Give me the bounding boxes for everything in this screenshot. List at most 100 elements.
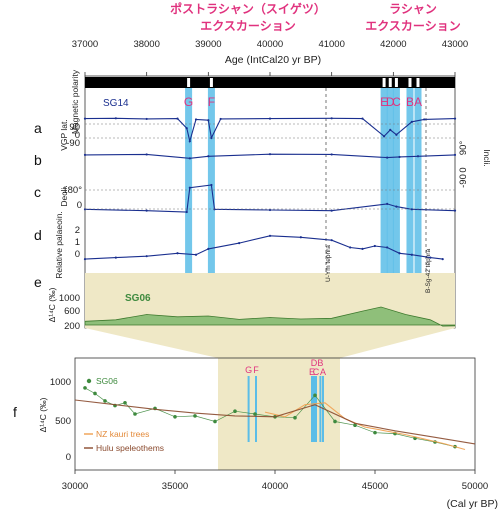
polarity-gaps (187, 78, 420, 87)
series-point (395, 205, 398, 208)
event-letter-b: B (406, 95, 414, 109)
event-letter-f: F (208, 95, 215, 109)
event-letter-a: A (414, 95, 422, 109)
series-point (361, 247, 364, 251)
top-tick-label: 41000 (318, 39, 344, 50)
series-point (145, 153, 148, 156)
series-point (83, 153, 87, 156)
series-point (395, 133, 398, 136)
f-sg06-point (133, 412, 137, 416)
series-point (145, 255, 148, 258)
e-axis-label: Δ¹⁴C (‰) (47, 287, 57, 322)
series-point (210, 136, 213, 140)
f-sg06-point (123, 401, 127, 405)
event-bar-c (392, 88, 400, 320)
series-decli- (84, 184, 456, 213)
incli-axis-label: Incli. (482, 149, 492, 166)
event-bar-g (185, 88, 193, 320)
f-sg06-point (333, 419, 337, 424)
rel-tick-0: 0 (75, 249, 80, 260)
f-axis-label: Δ¹⁴C (‰) (38, 397, 48, 432)
upper-series (83, 117, 457, 261)
series-point (349, 246, 352, 249)
polarity-gap-g (187, 78, 191, 87)
series-point (145, 209, 148, 212)
incli-tick-90: 90° (458, 141, 469, 156)
f-event-bar-g (247, 376, 250, 442)
bsg-tephra-label: B-Sg-42 tephra (425, 249, 432, 293)
title-post-laschamp-2: エクスカーション (200, 19, 295, 33)
panel-label-b: b (34, 152, 42, 168)
f-event-bar-d (313, 376, 315, 442)
series-point (398, 155, 401, 159)
series-point (416, 155, 420, 158)
sg14-label: SG14 (103, 98, 129, 109)
legend-sg06-marker (86, 378, 92, 384)
e-tick-600: 600 (64, 306, 80, 317)
series-point (268, 153, 272, 156)
rel-axis-label: Relative palaeoin. (54, 211, 64, 279)
top-tick-label: 40000 (257, 39, 283, 50)
series-point (410, 120, 413, 123)
event-letters: G F EDC B A (184, 95, 422, 109)
event-letter-d: D (386, 95, 395, 109)
f-sg06-point (83, 386, 87, 390)
f-sg06-point (103, 399, 107, 403)
title-laschamp-2: エクスカーション (365, 19, 460, 33)
e-tick-200: 200 (64, 321, 80, 332)
series-point (453, 153, 457, 156)
series-point (188, 157, 191, 160)
series-point (238, 241, 241, 245)
sg06-label: SG06 (125, 293, 151, 304)
legend-hulu: Hulu speleothems (96, 443, 164, 453)
f-sg06-point (253, 412, 257, 416)
f-event-bar-b (319, 376, 322, 442)
series-point (386, 246, 389, 249)
f-x-ticks: 30000 35000 40000 45000 50000 (62, 470, 488, 492)
f-series-hulu-speleothems (74, 399, 476, 445)
f-x-tick-label: 35000 (162, 481, 188, 492)
f-event-letter-g: G (245, 365, 252, 375)
e-tick-1000: 1000 (59, 293, 80, 304)
event-bar-f (207, 88, 215, 320)
f-event-letter-a: A (320, 367, 326, 377)
decli-axis-label: Decli. (59, 185, 69, 206)
f-sg06-point (313, 393, 317, 398)
sg06-area (84, 306, 456, 327)
f-series (74, 386, 476, 451)
f-event-bar-f (255, 376, 257, 442)
series-point (389, 128, 392, 131)
top-tick-label: 39000 (195, 39, 221, 50)
vgp-tick-90: 90 (69, 122, 80, 133)
title-laschamp-1: ラシャン (389, 2, 437, 16)
series-point (382, 135, 386, 138)
panel-label-f: f (13, 404, 17, 420)
series-point (330, 153, 333, 156)
series-point (386, 156, 389, 159)
event-bar-a (414, 88, 422, 320)
f-x-tick-label: 50000 (462, 481, 488, 492)
top-axis-label: Age (IntCal20 yr BP) (225, 54, 321, 66)
f-tick-500: 500 (55, 416, 71, 427)
series-point (207, 155, 210, 158)
f-sg06-point (353, 423, 357, 428)
series-point (268, 117, 272, 120)
polarity-gap-d (388, 78, 392, 87)
series-relative-palaeoin- (84, 235, 443, 260)
f-tick-0: 0 (66, 452, 71, 463)
series-point (268, 208, 272, 212)
series-point (453, 117, 457, 120)
f-series-nz-kauri-trees (264, 402, 466, 451)
event-letter-g: G (184, 95, 193, 109)
series-point (210, 183, 213, 187)
polarity-gap-b (408, 78, 412, 87)
series-point (194, 253, 198, 256)
vgp-tick-m90: -90 (66, 138, 80, 149)
panel-label-a: a (34, 120, 42, 136)
series-point (185, 210, 188, 214)
series-point (176, 117, 179, 120)
f-event-letter-e: E (309, 367, 315, 377)
f-sg06-point (173, 415, 177, 419)
top-tick-label: 38000 (133, 39, 159, 50)
